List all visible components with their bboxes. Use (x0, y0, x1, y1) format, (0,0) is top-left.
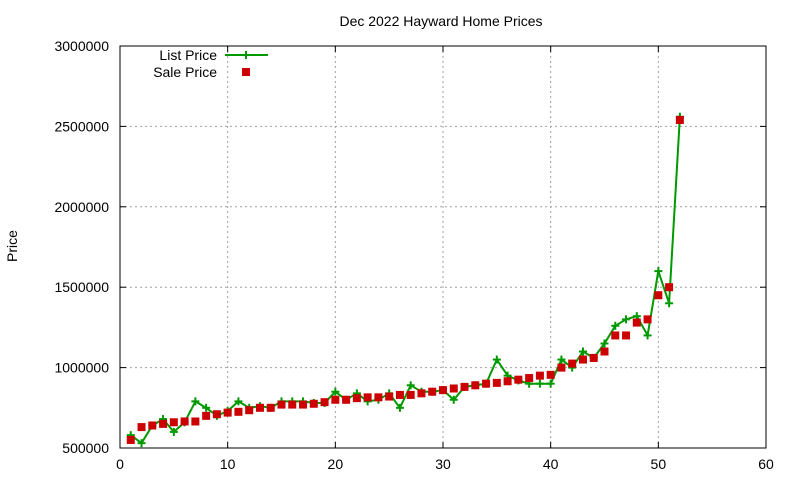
sale-price-point (255, 403, 264, 412)
y-tick-label: 1500000 (54, 279, 109, 295)
axis-ticks: 0 10 20 30 40 50 60 500000 1000000 1500000 2000000… (54, 38, 774, 472)
list-price-point (234, 397, 243, 406)
y-tick-label: 1000000 (54, 360, 109, 376)
sale-price-point (665, 283, 674, 292)
list-price-line (130, 116, 681, 445)
sale-price-point (374, 393, 383, 402)
x-tick-label: 40 (543, 456, 559, 472)
sale-price-point (471, 381, 480, 390)
sale-price-point (589, 353, 598, 362)
sale-price-point (309, 399, 318, 408)
sale-price-point (460, 382, 469, 391)
y-tick-label: 500000 (62, 440, 109, 456)
sale-price-point (223, 408, 232, 417)
sale-price-point (449, 384, 458, 393)
plot-frame (119, 45, 767, 449)
series-sale-price (126, 115, 684, 444)
sale-price-point (492, 378, 501, 387)
sale-price-point (482, 379, 491, 388)
series-list-price (126, 112, 684, 448)
list-price-point (202, 403, 211, 412)
list-price-point (331, 387, 340, 396)
x-tick-label: 20 (328, 456, 344, 472)
x-tick-label: 50 (651, 456, 667, 472)
sale-price-point (331, 395, 340, 404)
sale-price-point (191, 417, 200, 426)
list-price-point (546, 379, 555, 388)
sale-price-point (159, 419, 168, 428)
sale-price-point (600, 347, 609, 356)
sale-price-point (352, 394, 361, 403)
sale-price-point (578, 355, 587, 364)
sale-price-point (643, 315, 652, 324)
sale-price-point (126, 435, 135, 444)
legend-square-swatch (242, 68, 250, 76)
sale-price-point (439, 386, 447, 395)
sale-price-point (212, 410, 221, 419)
sale-price-point (169, 418, 178, 427)
sale-price-point (266, 403, 275, 412)
list-price-point (535, 379, 544, 388)
list-price-point (191, 397, 200, 406)
x-tick-label: 60 (758, 456, 774, 472)
sale-price-point (557, 363, 566, 372)
sale-price-point (202, 411, 211, 420)
sale-price-point (342, 395, 351, 404)
list-price-point (395, 403, 404, 412)
list-price-point (578, 347, 587, 356)
sale-price-point (137, 423, 146, 432)
x-tick-label: 10 (220, 456, 236, 472)
sale-price-point (568, 359, 577, 368)
list-price-point (622, 315, 631, 324)
legend-label-0: List Price (159, 47, 217, 63)
sale-price-point (277, 400, 286, 409)
sale-price-point (675, 115, 684, 124)
list-price-point (406, 381, 415, 390)
y-tick-label: 2500000 (54, 118, 109, 134)
sale-price-point (148, 421, 157, 430)
sale-price-point (385, 392, 394, 401)
sale-price-point (406, 390, 415, 399)
sale-price-point (514, 375, 523, 384)
sale-price-point (245, 406, 254, 415)
sale-price-point (622, 331, 631, 340)
sale-price-point (611, 331, 620, 340)
list-price-point (665, 299, 674, 308)
y-axis-label: Price (4, 230, 20, 262)
sale-price-point (299, 400, 308, 409)
list-price-point (137, 439, 146, 448)
list-price-point (557, 355, 566, 364)
legend-label-1: Sale Price (153, 64, 217, 80)
sale-price-point (288, 400, 297, 409)
list-price-point (654, 267, 663, 276)
list-price-point (643, 331, 652, 340)
sale-price-point (654, 291, 663, 300)
list-price-point (169, 427, 178, 436)
y-tick-label: 3000000 (54, 38, 109, 54)
sale-price-point (395, 390, 404, 399)
list-price-point (611, 321, 620, 330)
sale-price-point (428, 387, 437, 396)
series-layer (126, 112, 684, 448)
sale-price-point (525, 374, 534, 383)
x-tick-label: 30 (435, 456, 451, 472)
y-tick-label: 2000000 (54, 199, 109, 215)
sale-price-point (417, 389, 426, 398)
sale-price-point (546, 370, 555, 379)
list-price-point (449, 395, 458, 404)
sale-price-point (632, 318, 641, 327)
sale-price-point (320, 398, 329, 407)
sale-price-point (180, 417, 189, 426)
x-tick-label: 0 (116, 456, 124, 472)
chart-title: Dec 2022 Hayward Home Prices (339, 13, 542, 29)
list-price-point (492, 355, 501, 364)
sale-price-point (503, 377, 512, 386)
sale-price-point (535, 371, 544, 380)
list-price-point (600, 339, 609, 348)
sale-price-point (363, 393, 372, 402)
sale-price-point (234, 407, 243, 416)
